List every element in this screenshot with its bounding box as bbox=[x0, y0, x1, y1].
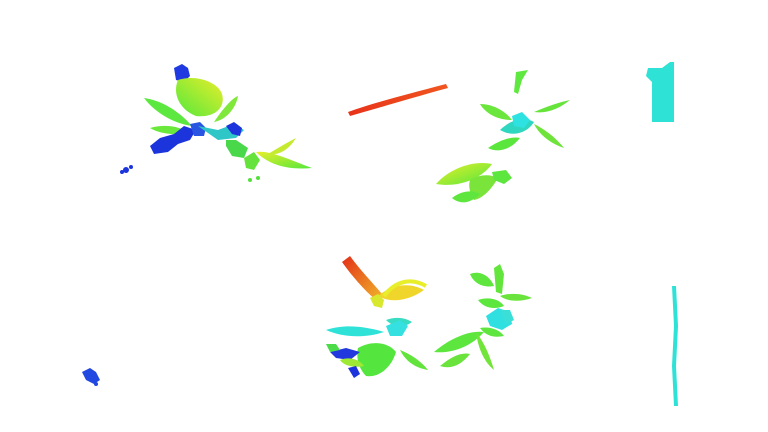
fragment-bottom-left bbox=[82, 368, 100, 386]
plant-top-left bbox=[120, 64, 312, 182]
stem-top-center bbox=[348, 84, 448, 116]
plant-top-right bbox=[436, 70, 570, 203]
plant-bottom-center-right bbox=[434, 264, 532, 370]
plant-bottom-center-left bbox=[326, 256, 428, 378]
pole-bottom-right bbox=[672, 286, 678, 406]
pole-top-right bbox=[646, 62, 674, 122]
